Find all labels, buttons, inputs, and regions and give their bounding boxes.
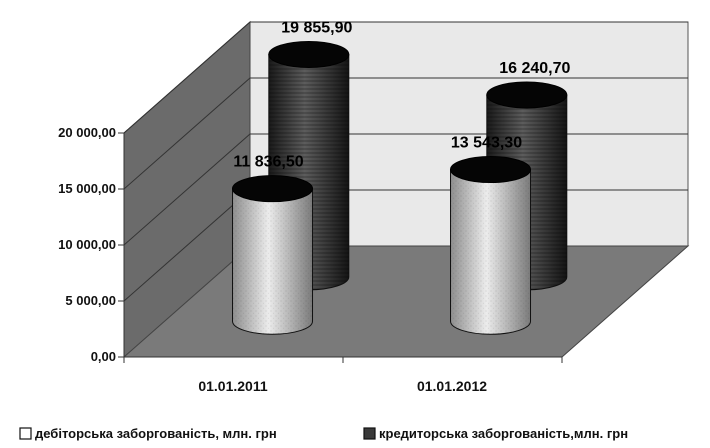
x-tick-label: 01.01.2011	[198, 378, 268, 394]
data-label-payables-0: 19 855,90	[281, 19, 352, 36]
data-label-receivables-0: 11 836,50	[233, 154, 303, 171]
cylinder-top	[268, 40, 350, 68]
bars	[232, 40, 568, 335]
legend-swatch	[19, 427, 32, 440]
y-tick-label: 5 000,00	[65, 293, 116, 308]
cylinder-top	[450, 156, 532, 184]
data-labels: 19 855,90 16 240,70 11 836,50 13 543,30	[233, 19, 570, 170]
y-tick-label: 15 000,00	[58, 181, 116, 196]
cylinder-texture	[232, 188, 313, 335]
data-label-receivables-1: 13 543,30	[451, 135, 522, 152]
y-tick-label: 20 000,00	[58, 125, 116, 140]
cylinder-top	[232, 175, 314, 203]
gridline	[123, 21, 688, 134]
bar-receivables-1	[450, 156, 532, 335]
cylinder-top	[486, 81, 568, 109]
cylinder-texture	[450, 169, 531, 335]
x-axis: 01.01.2011 01.01.2012	[123, 356, 563, 394]
bar-receivables-0	[232, 175, 314, 335]
legend-item-receivables: дебіторська заборгованість, млн. грн	[19, 426, 277, 441]
legend-item-payables: кредиторська заборгованість,млн. грн	[363, 426, 628, 441]
x-tick-label: 01.01.2012	[417, 378, 487, 394]
y-tick-label: 10 000,00	[58, 237, 116, 252]
legend-label: дебіторська заборгованість, млн. грн	[35, 426, 277, 441]
gridline	[123, 77, 688, 190]
legend-label: кредиторська заборгованість,млн. грн	[379, 426, 628, 441]
y-axis: 0,00 5 000,00 10 000,00 15 000,00 20 000,00	[58, 125, 125, 364]
legend-swatch	[363, 427, 376, 440]
y-tick-label: 0,00	[91, 349, 116, 364]
data-label-payables-1: 16 240,70	[499, 60, 570, 77]
legend: дебіторська заборгованість, млн. грн кред…	[19, 426, 628, 441]
